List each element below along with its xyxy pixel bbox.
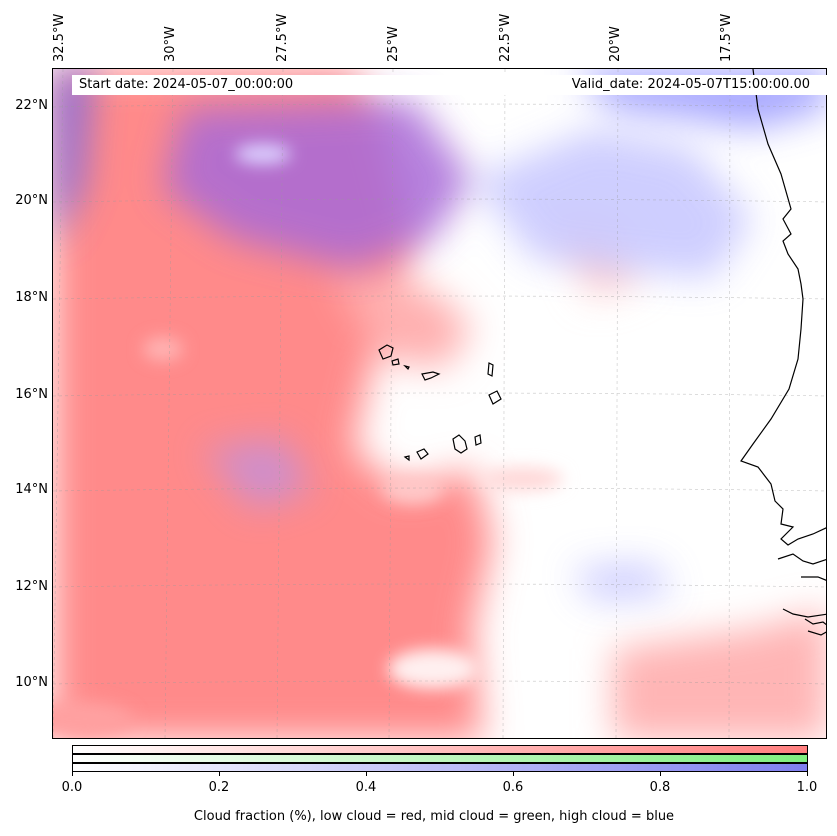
lon-label-30w: 30°W	[163, 26, 178, 62]
colorbar-tick	[513, 772, 514, 776]
lat-label-14n: 14°N	[15, 482, 48, 497]
cloud-fraction-map	[53, 69, 826, 738]
colorbar-tick	[219, 772, 220, 776]
island-sao-nicolau	[421, 371, 441, 381]
colorbar-high-cloud	[72, 763, 808, 772]
lon-label-32-5w: 32.5°W	[52, 13, 67, 62]
island-santiago	[452, 434, 468, 454]
cloud-texture	[53, 144, 563, 737]
lat-label-20n: 20°N	[15, 193, 48, 208]
colorbar-tick	[807, 772, 808, 776]
island-sao-vicente	[391, 358, 400, 366]
colorbar-tick-label-0-4: 0.4	[355, 780, 377, 795]
lat-label-12n: 12°N	[15, 579, 48, 594]
lon-label-20w: 20°W	[608, 26, 623, 62]
colorbar-tick-label-0-2: 0.2	[208, 780, 230, 795]
island-santo-antao	[378, 344, 394, 360]
lon-label-17-5w: 17.5°W	[719, 13, 734, 62]
colorbar-caption: Cloud fraction (%), low cloud = red, mid…	[193, 809, 675, 824]
island-maio	[474, 434, 482, 446]
colorbar	[72, 745, 808, 772]
island-boa-vista	[488, 390, 502, 405]
map-panel[interactable]	[52, 68, 827, 739]
cape-verde-islands	[378, 344, 502, 462]
lat-label-22n: 22°N	[15, 98, 48, 113]
island-sal	[487, 362, 494, 377]
african-coastline	[740, 69, 826, 636]
lon-label-25w: 25°W	[386, 26, 401, 62]
map-header-band	[72, 75, 827, 95]
lat-label-10n: 10°N	[15, 675, 48, 690]
island-brava	[403, 455, 410, 462]
colorbar-tick	[366, 772, 367, 776]
colorbar-tick-label-0-6: 0.6	[502, 780, 524, 795]
colorbar-low-cloud	[72, 745, 808, 754]
lon-label-22-5w: 22.5°W	[498, 13, 513, 62]
lon-label-27-5w: 27.5°W	[275, 13, 290, 62]
island-fogo	[416, 448, 429, 460]
colorbar-tick-label-0-8: 0.8	[649, 780, 671, 795]
colorbar-tick-label-1: 1.0	[796, 780, 818, 795]
lat-label-16n: 16°N	[15, 387, 48, 402]
colorbar-tick	[660, 772, 661, 776]
colorbar-mid-cloud	[72, 754, 808, 763]
island-santa-luzia	[403, 364, 410, 371]
start-date-label: Start date: 2024-05-07_00:00:00	[79, 77, 294, 92]
valid-date-label: Valid_date: 2024-05-07T15:00:00.00	[571, 77, 810, 92]
colorbar-tick	[72, 772, 73, 776]
colorbar-tick-label-0: 0.0	[61, 780, 83, 795]
graticule	[53, 69, 826, 738]
lat-label-18n: 18°N	[15, 290, 48, 305]
